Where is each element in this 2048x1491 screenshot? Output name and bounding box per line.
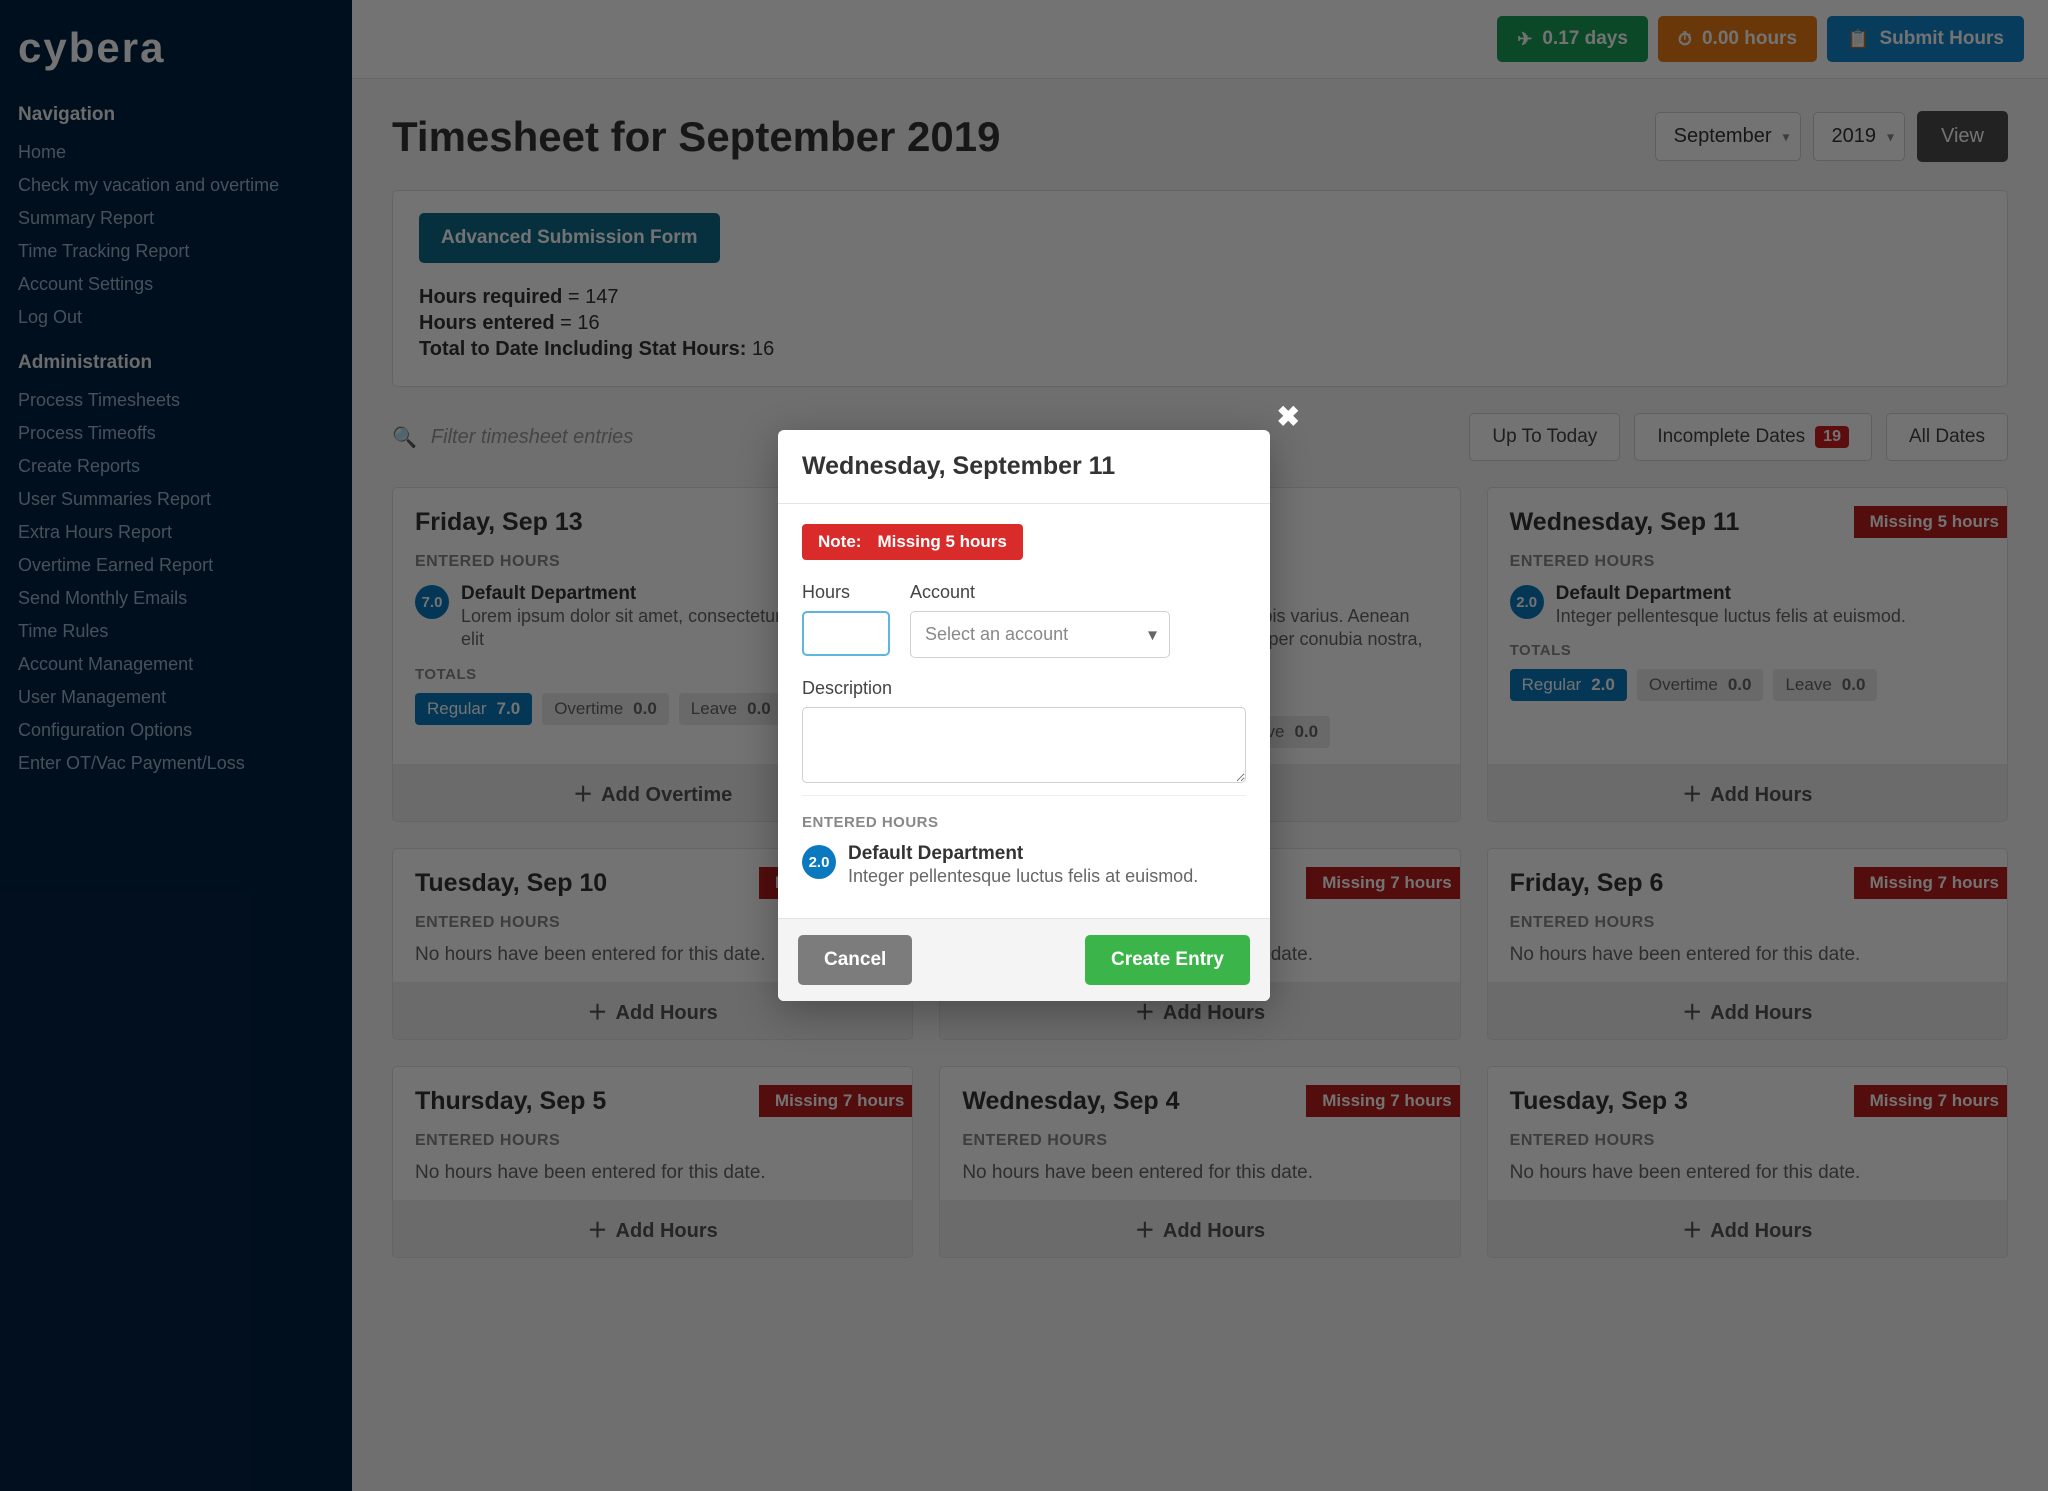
description-label: Description (802, 678, 1246, 699)
description-input[interactable] (802, 707, 1246, 783)
cancel-button[interactable]: Cancel (798, 935, 912, 985)
entry-dept: Default Department (848, 843, 1198, 865)
close-icon[interactable]: ✖ (1277, 400, 1300, 433)
modal-title: Wednesday, September 11 (778, 430, 1270, 504)
note-label: Note: (818, 532, 861, 552)
note-text: Missing 5 hours (877, 532, 1006, 552)
create-entry-button[interactable]: Create Entry (1085, 935, 1250, 985)
hours-label: Hours (802, 582, 890, 603)
modal-entered-hours-label: ENTERED HOURS (802, 795, 1246, 831)
account-label: Account (910, 582, 1170, 603)
account-select[interactable]: Select an account (910, 611, 1170, 658)
modal-entry: 2.0 Default Department Integer pellentes… (802, 843, 1246, 888)
entry-hours-badge: 2.0 (802, 845, 836, 879)
note-pill: Note: Missing 5 hours (802, 524, 1023, 560)
modal: ✖ Wednesday, September 11 Note:Missing 5… (778, 430, 1270, 1001)
hours-input[interactable] (802, 611, 890, 656)
entry-desc: Integer pellentesque luctus felis at eui… (848, 865, 1198, 888)
